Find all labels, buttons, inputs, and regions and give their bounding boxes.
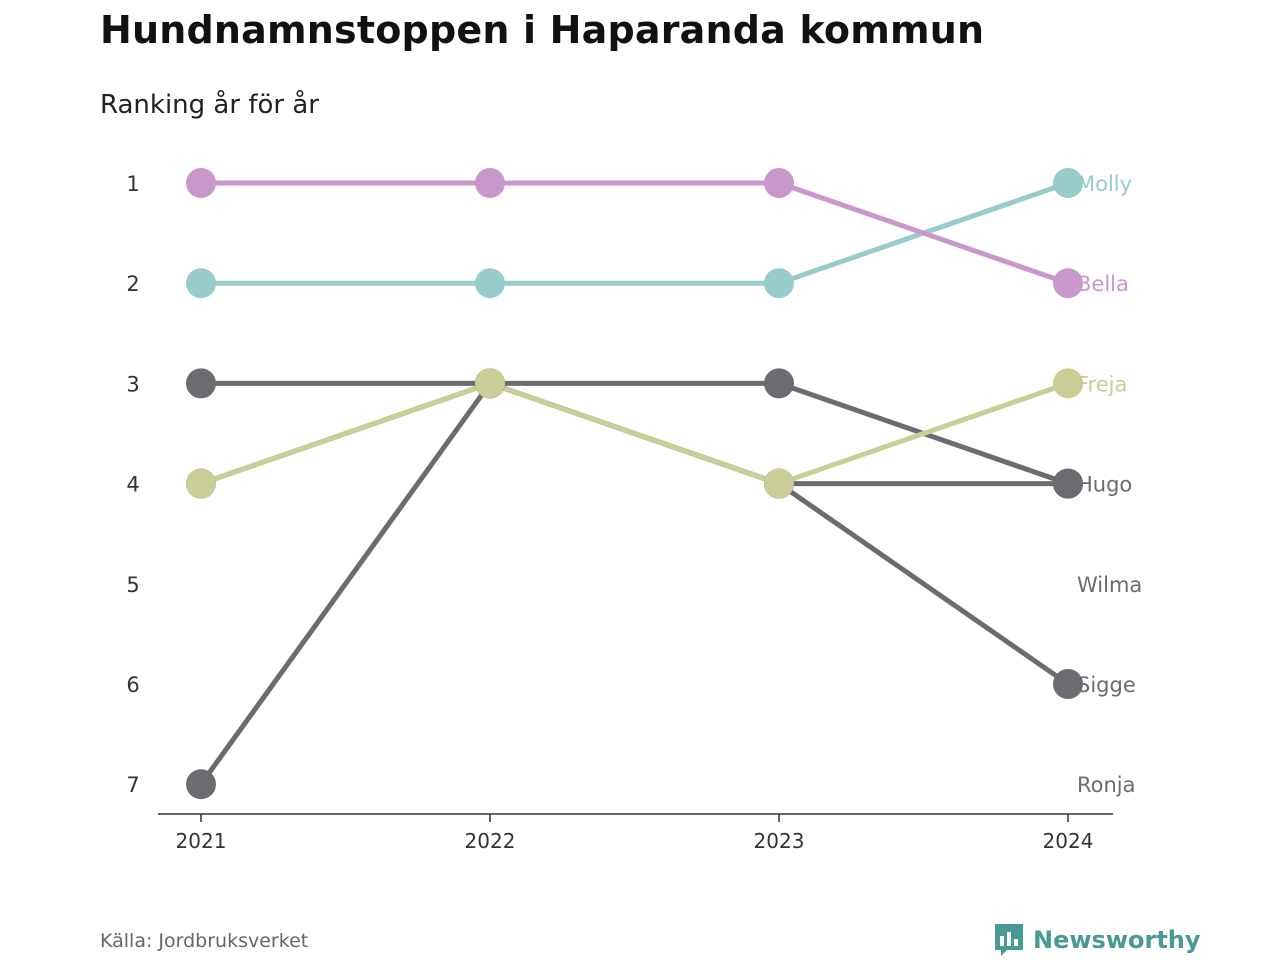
end-label: Freja	[1077, 372, 1127, 396]
series-line	[198, 180, 1071, 286]
end-label: Wilma	[1077, 573, 1142, 597]
y-axis-ticks: 1 2 3 4 5 6 7	[126, 172, 139, 797]
series-point	[1053, 468, 1083, 499]
series-points	[186, 168, 1083, 800]
chart-title: Hundnamnstoppen i Haparanda kommun	[100, 8, 985, 52]
x-axis: 2021 2022 2023 2024	[158, 813, 1113, 853]
brand-logo[interactable]: Newsworthy	[993, 922, 1201, 958]
series-point	[186, 268, 216, 299]
y-tick-label: 6	[126, 673, 139, 697]
series-point	[475, 368, 505, 399]
series-point	[186, 769, 216, 800]
series-point	[1053, 268, 1083, 299]
y-tick-label: 1	[126, 172, 139, 196]
series-point	[764, 168, 794, 198]
brand-name: Newsworthy	[1033, 926, 1201, 954]
bump-chart: 1 2 3 4 5 6 7 2021 2022 2023 2024 Molly Bella Freja…	[126, 168, 1142, 853]
series-point	[1053, 368, 1083, 399]
source-note: Källa: Jordbruksverket	[100, 930, 309, 952]
end-label: Hugo	[1077, 473, 1132, 497]
series-point	[186, 468, 216, 499]
series-point	[764, 268, 794, 299]
series-point	[186, 168, 216, 198]
y-tick-label: 4	[126, 473, 139, 497]
y-tick-label: 5	[126, 573, 139, 597]
x-tick-label: 2024	[1043, 829, 1094, 853]
y-tick-label: 3	[126, 372, 139, 396]
end-labels: Molly Bella Freja Hugo Wilma Sigge Ronja	[1077, 172, 1142, 797]
chart-subtitle: Ranking år för år	[100, 90, 319, 120]
x-tick-label: 2021	[176, 829, 227, 853]
series-lines	[198, 180, 1071, 787]
series-point	[475, 268, 505, 299]
y-tick-label: 7	[126, 773, 139, 797]
series-point	[186, 368, 216, 399]
end-label: Molly	[1077, 172, 1132, 196]
series-point	[475, 168, 505, 198]
x-tick-label: 2022	[465, 829, 516, 853]
series-line	[198, 380, 1071, 787]
x-tick-label: 2023	[754, 829, 805, 853]
end-label: Bella	[1077, 272, 1129, 296]
y-tick-label: 2	[126, 272, 139, 296]
end-label: Ronja	[1077, 773, 1136, 797]
series-point	[764, 468, 794, 499]
series-point	[764, 368, 794, 399]
end-label: Sigge	[1077, 673, 1136, 697]
series-line	[198, 380, 1071, 487]
series-line	[198, 180, 1071, 286]
series-point	[1053, 168, 1083, 198]
series-point	[1053, 669, 1083, 699]
newsworthy-icon	[995, 924, 1023, 956]
